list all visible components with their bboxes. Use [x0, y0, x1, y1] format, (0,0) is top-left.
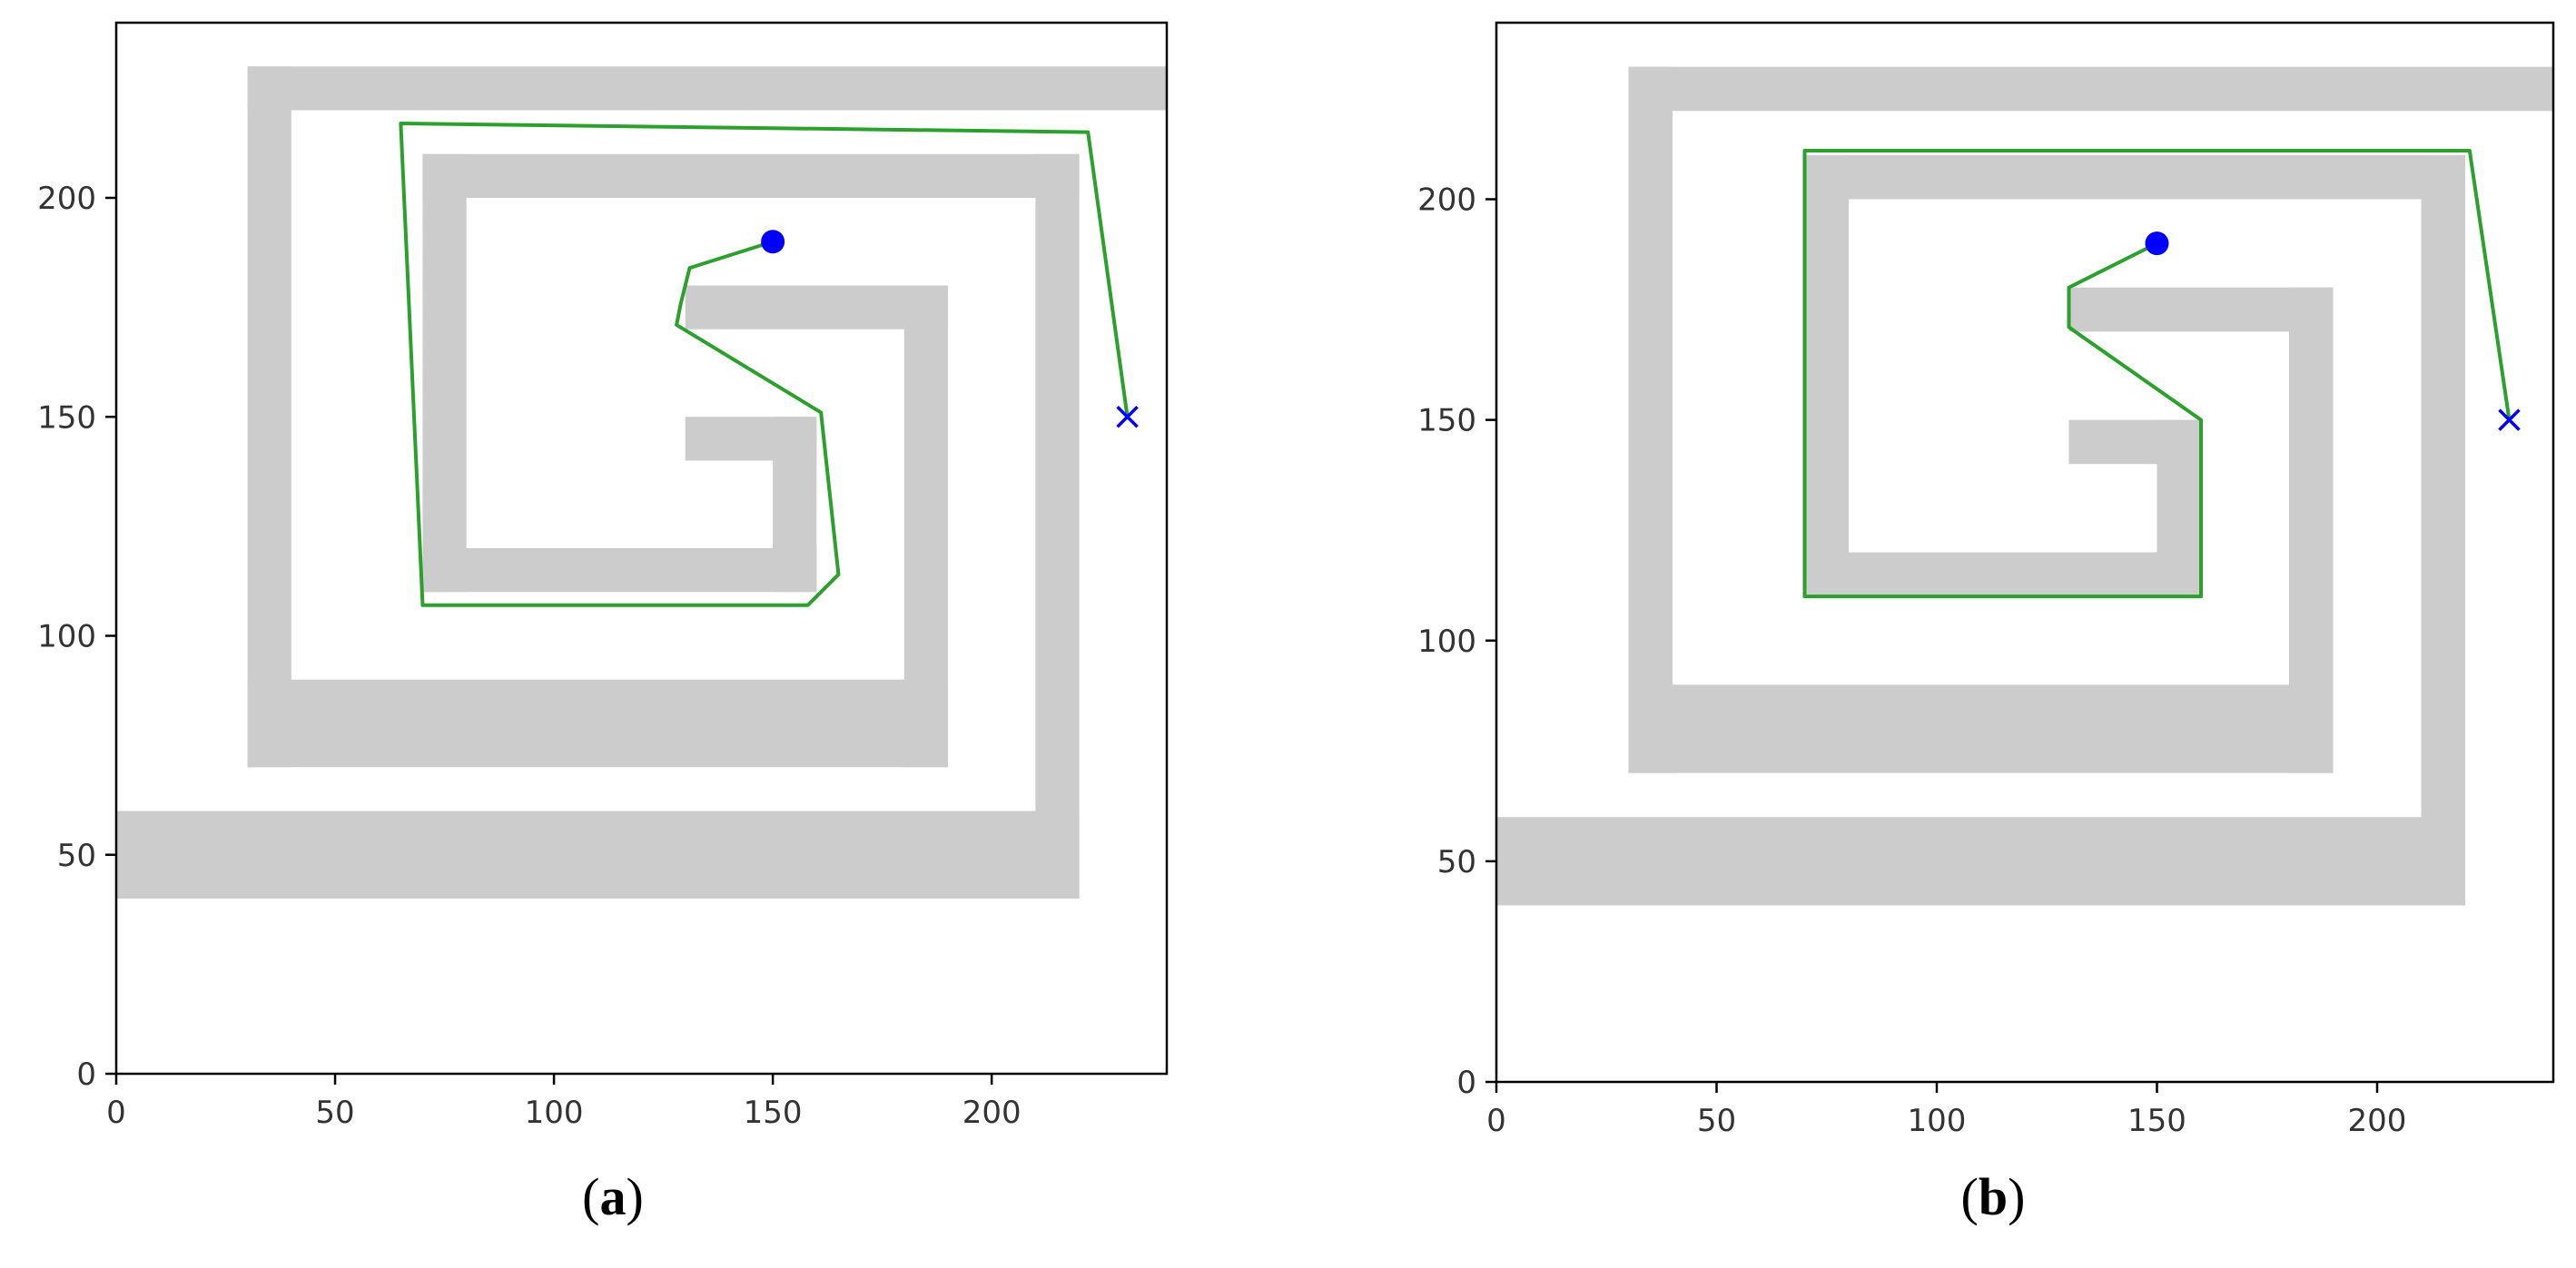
obstacle-6 — [685, 417, 817, 461]
axes-frame — [114, 21, 1169, 1076]
x-tick-label: 200 — [2348, 1103, 2407, 1139]
start-point — [761, 230, 785, 254]
obstacle-8 — [247, 66, 291, 768]
obstacle-6 — [2068, 419, 2201, 465]
goal-marker — [1116, 406, 1139, 428]
obstacle-1 — [2421, 154, 2465, 906]
y-tick-label: 0 — [1456, 1065, 1476, 1101]
x-tick-label: 0 — [106, 1095, 126, 1131]
y-tick-label: 150 — [1417, 403, 1476, 439]
caption-a: (a) — [558, 1166, 667, 1227]
x-tick-label: 50 — [315, 1095, 354, 1131]
caption-b-open: ( — [1960, 1167, 1979, 1226]
obstacle-9 — [1628, 66, 2553, 112]
obstacle-7 — [247, 679, 948, 768]
caption-a-open: ( — [582, 1167, 600, 1226]
x-tick-label: 50 — [1697, 1103, 1736, 1139]
obstacle-2 — [1804, 154, 2465, 200]
path-line — [399, 121, 1130, 607]
subplot-b: 0 50 100 150 200 0 50 100 150 200 — [1417, 21, 2555, 1139]
obstacle-3 — [1804, 154, 1849, 597]
caption-b-label: b — [1978, 1167, 2008, 1226]
obstacle-9 — [247, 66, 1167, 111]
goal-marker — [2498, 408, 2521, 431]
obstacle-1 — [1035, 153, 1080, 899]
x-tick-label: 0 — [1486, 1103, 1506, 1139]
goal-marker-stroke — [2498, 408, 2521, 431]
caption-b-close: ) — [2008, 1167, 2026, 1226]
caption-a-close: ) — [626, 1167, 644, 1226]
y-tick-label: 200 — [37, 181, 96, 217]
obstacle-0 — [116, 811, 1080, 899]
obstacle-4 — [422, 548, 817, 593]
y-tick-label: 50 — [57, 838, 96, 874]
obstacle-11 — [2068, 287, 2334, 332]
obstacle-4 — [1804, 552, 2201, 597]
obstacle-3 — [422, 153, 467, 593]
obstacle-0 — [1496, 817, 2465, 906]
obstacle-11 — [685, 285, 948, 329]
x-tick-label: 150 — [2127, 1103, 2186, 1139]
goal-marker-stroke — [1116, 406, 1139, 428]
x-tick-label: 100 — [1908, 1103, 1967, 1139]
obstacle-2 — [422, 153, 1080, 198]
start-point — [2145, 231, 2169, 256]
x-tick-label: 200 — [962, 1095, 1022, 1131]
path-line — [1802, 149, 2512, 599]
y-tick-label: 0 — [76, 1057, 96, 1093]
x-tick-label: 150 — [744, 1095, 803, 1131]
caption-b: (b) — [1939, 1166, 2048, 1227]
y-tick-label: 100 — [37, 619, 96, 655]
axes-frame — [1495, 21, 2555, 1084]
y-tick-label: 100 — [1417, 624, 1476, 660]
obstacle-10 — [903, 285, 948, 768]
obstacle-10 — [2289, 287, 2334, 773]
obstacle-7 — [1628, 684, 2334, 773]
caption-a-label: a — [599, 1167, 627, 1226]
obstacle-8 — [1628, 66, 1673, 773]
x-tick-label: 100 — [525, 1095, 584, 1131]
y-tick-label: 50 — [1437, 844, 1476, 880]
y-tick-label: 200 — [1417, 182, 1476, 219]
subplot-a: 0 50 100 150 200 0 50 100 150 200 — [37, 21, 1169, 1131]
y-tick-label: 150 — [37, 399, 96, 436]
